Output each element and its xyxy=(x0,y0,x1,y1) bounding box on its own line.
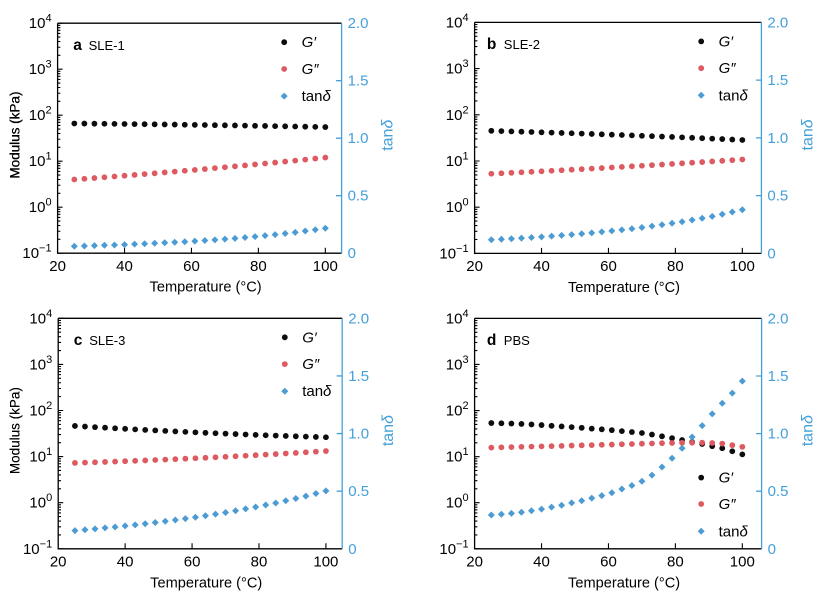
svg-text:tanδ: tanδ xyxy=(800,414,817,446)
svg-text:1.0: 1.0 xyxy=(768,426,789,443)
svg-text:20: 20 xyxy=(49,258,66,275)
svg-text:100: 100 xyxy=(730,258,755,275)
svg-text:100: 100 xyxy=(313,554,338,571)
svg-text:SLE-2: SLE-2 xyxy=(504,37,540,52)
svg-text:0.5: 0.5 xyxy=(768,483,789,500)
svg-text:Temperature (°C): Temperature (°C) xyxy=(568,280,680,296)
svg-text:0: 0 xyxy=(348,245,356,262)
svg-text:0.5: 0.5 xyxy=(767,188,788,205)
svg-text:1.5: 1.5 xyxy=(348,368,369,385)
svg-text:tanδ: tanδ xyxy=(380,119,397,151)
svg-text:G′: G′ xyxy=(719,470,735,487)
svg-text:Temperature (°C): Temperature (°C) xyxy=(568,575,680,591)
svg-text:0: 0 xyxy=(348,541,356,558)
svg-text:1.0: 1.0 xyxy=(348,130,369,147)
svg-text:1.5: 1.5 xyxy=(768,368,789,385)
svg-text:tanδ: tanδ xyxy=(380,414,397,446)
svg-text:SLE-1: SLE-1 xyxy=(89,38,125,53)
svg-text:40: 40 xyxy=(533,258,550,275)
svg-text:0.5: 0.5 xyxy=(348,188,369,205)
svg-text:G″: G″ xyxy=(302,356,320,373)
svg-text:100: 100 xyxy=(730,554,755,571)
svg-text:20: 20 xyxy=(466,258,483,275)
svg-text:SLE-3: SLE-3 xyxy=(89,333,125,348)
svg-text:2.0: 2.0 xyxy=(767,14,788,31)
svg-text:0: 0 xyxy=(767,245,775,262)
svg-text:1.5: 1.5 xyxy=(767,72,788,89)
svg-text:1.0: 1.0 xyxy=(767,130,788,147)
svg-text:80: 80 xyxy=(250,258,267,275)
svg-text:G′: G′ xyxy=(302,34,318,51)
svg-text:0.5: 0.5 xyxy=(348,483,369,500)
svg-text:PBS: PBS xyxy=(504,333,530,348)
svg-text:Modulus (kPa): Modulus (kPa) xyxy=(8,387,23,474)
svg-text:Temperature (°C): Temperature (°C) xyxy=(150,575,262,591)
svg-text:b: b xyxy=(487,36,496,53)
svg-text:d: d xyxy=(487,332,496,349)
svg-text:60: 60 xyxy=(184,554,201,571)
svg-text:G″: G″ xyxy=(302,61,320,78)
svg-text:60: 60 xyxy=(183,258,200,275)
svg-text:G′: G′ xyxy=(302,329,318,346)
svg-text:tanδ: tanδ xyxy=(799,118,816,150)
svg-text:100: 100 xyxy=(313,258,338,275)
svg-text:1.0: 1.0 xyxy=(348,426,369,443)
svg-text:tanδ: tanδ xyxy=(719,523,749,540)
svg-text:80: 80 xyxy=(667,258,684,275)
svg-text:0: 0 xyxy=(768,541,776,558)
svg-text:Modulus (kPa): Modulus (kPa) xyxy=(8,92,23,179)
svg-text:2.0: 2.0 xyxy=(348,310,369,327)
svg-text:Modulus (kPa): Modulus (kPa) xyxy=(8,91,23,178)
svg-text:c: c xyxy=(74,332,83,349)
svg-text:G″: G″ xyxy=(719,60,737,77)
svg-text:80: 80 xyxy=(667,554,684,571)
svg-text:20: 20 xyxy=(50,554,67,571)
svg-text:40: 40 xyxy=(533,554,550,571)
svg-text:tanδ: tanδ xyxy=(302,88,332,105)
svg-text:80: 80 xyxy=(251,554,268,571)
svg-text:20: 20 xyxy=(466,554,483,571)
svg-text:40: 40 xyxy=(117,554,134,571)
svg-text:tanδ: tanδ xyxy=(302,383,332,400)
svg-text:G″: G″ xyxy=(719,496,737,513)
svg-text:40: 40 xyxy=(116,258,133,275)
svg-text:Temperature (°C): Temperature (°C) xyxy=(150,280,262,296)
svg-text:60: 60 xyxy=(600,258,617,275)
svg-text:a: a xyxy=(73,37,82,54)
svg-text:tanδ: tanδ xyxy=(719,87,749,104)
svg-text:Modulus (kPa): Modulus (kPa) xyxy=(8,387,23,474)
svg-text:60: 60 xyxy=(600,554,617,571)
svg-text:2.0: 2.0 xyxy=(348,15,369,32)
svg-text:G′: G′ xyxy=(719,33,735,50)
svg-text:2.0: 2.0 xyxy=(768,310,789,327)
svg-text:1.5: 1.5 xyxy=(348,73,369,90)
